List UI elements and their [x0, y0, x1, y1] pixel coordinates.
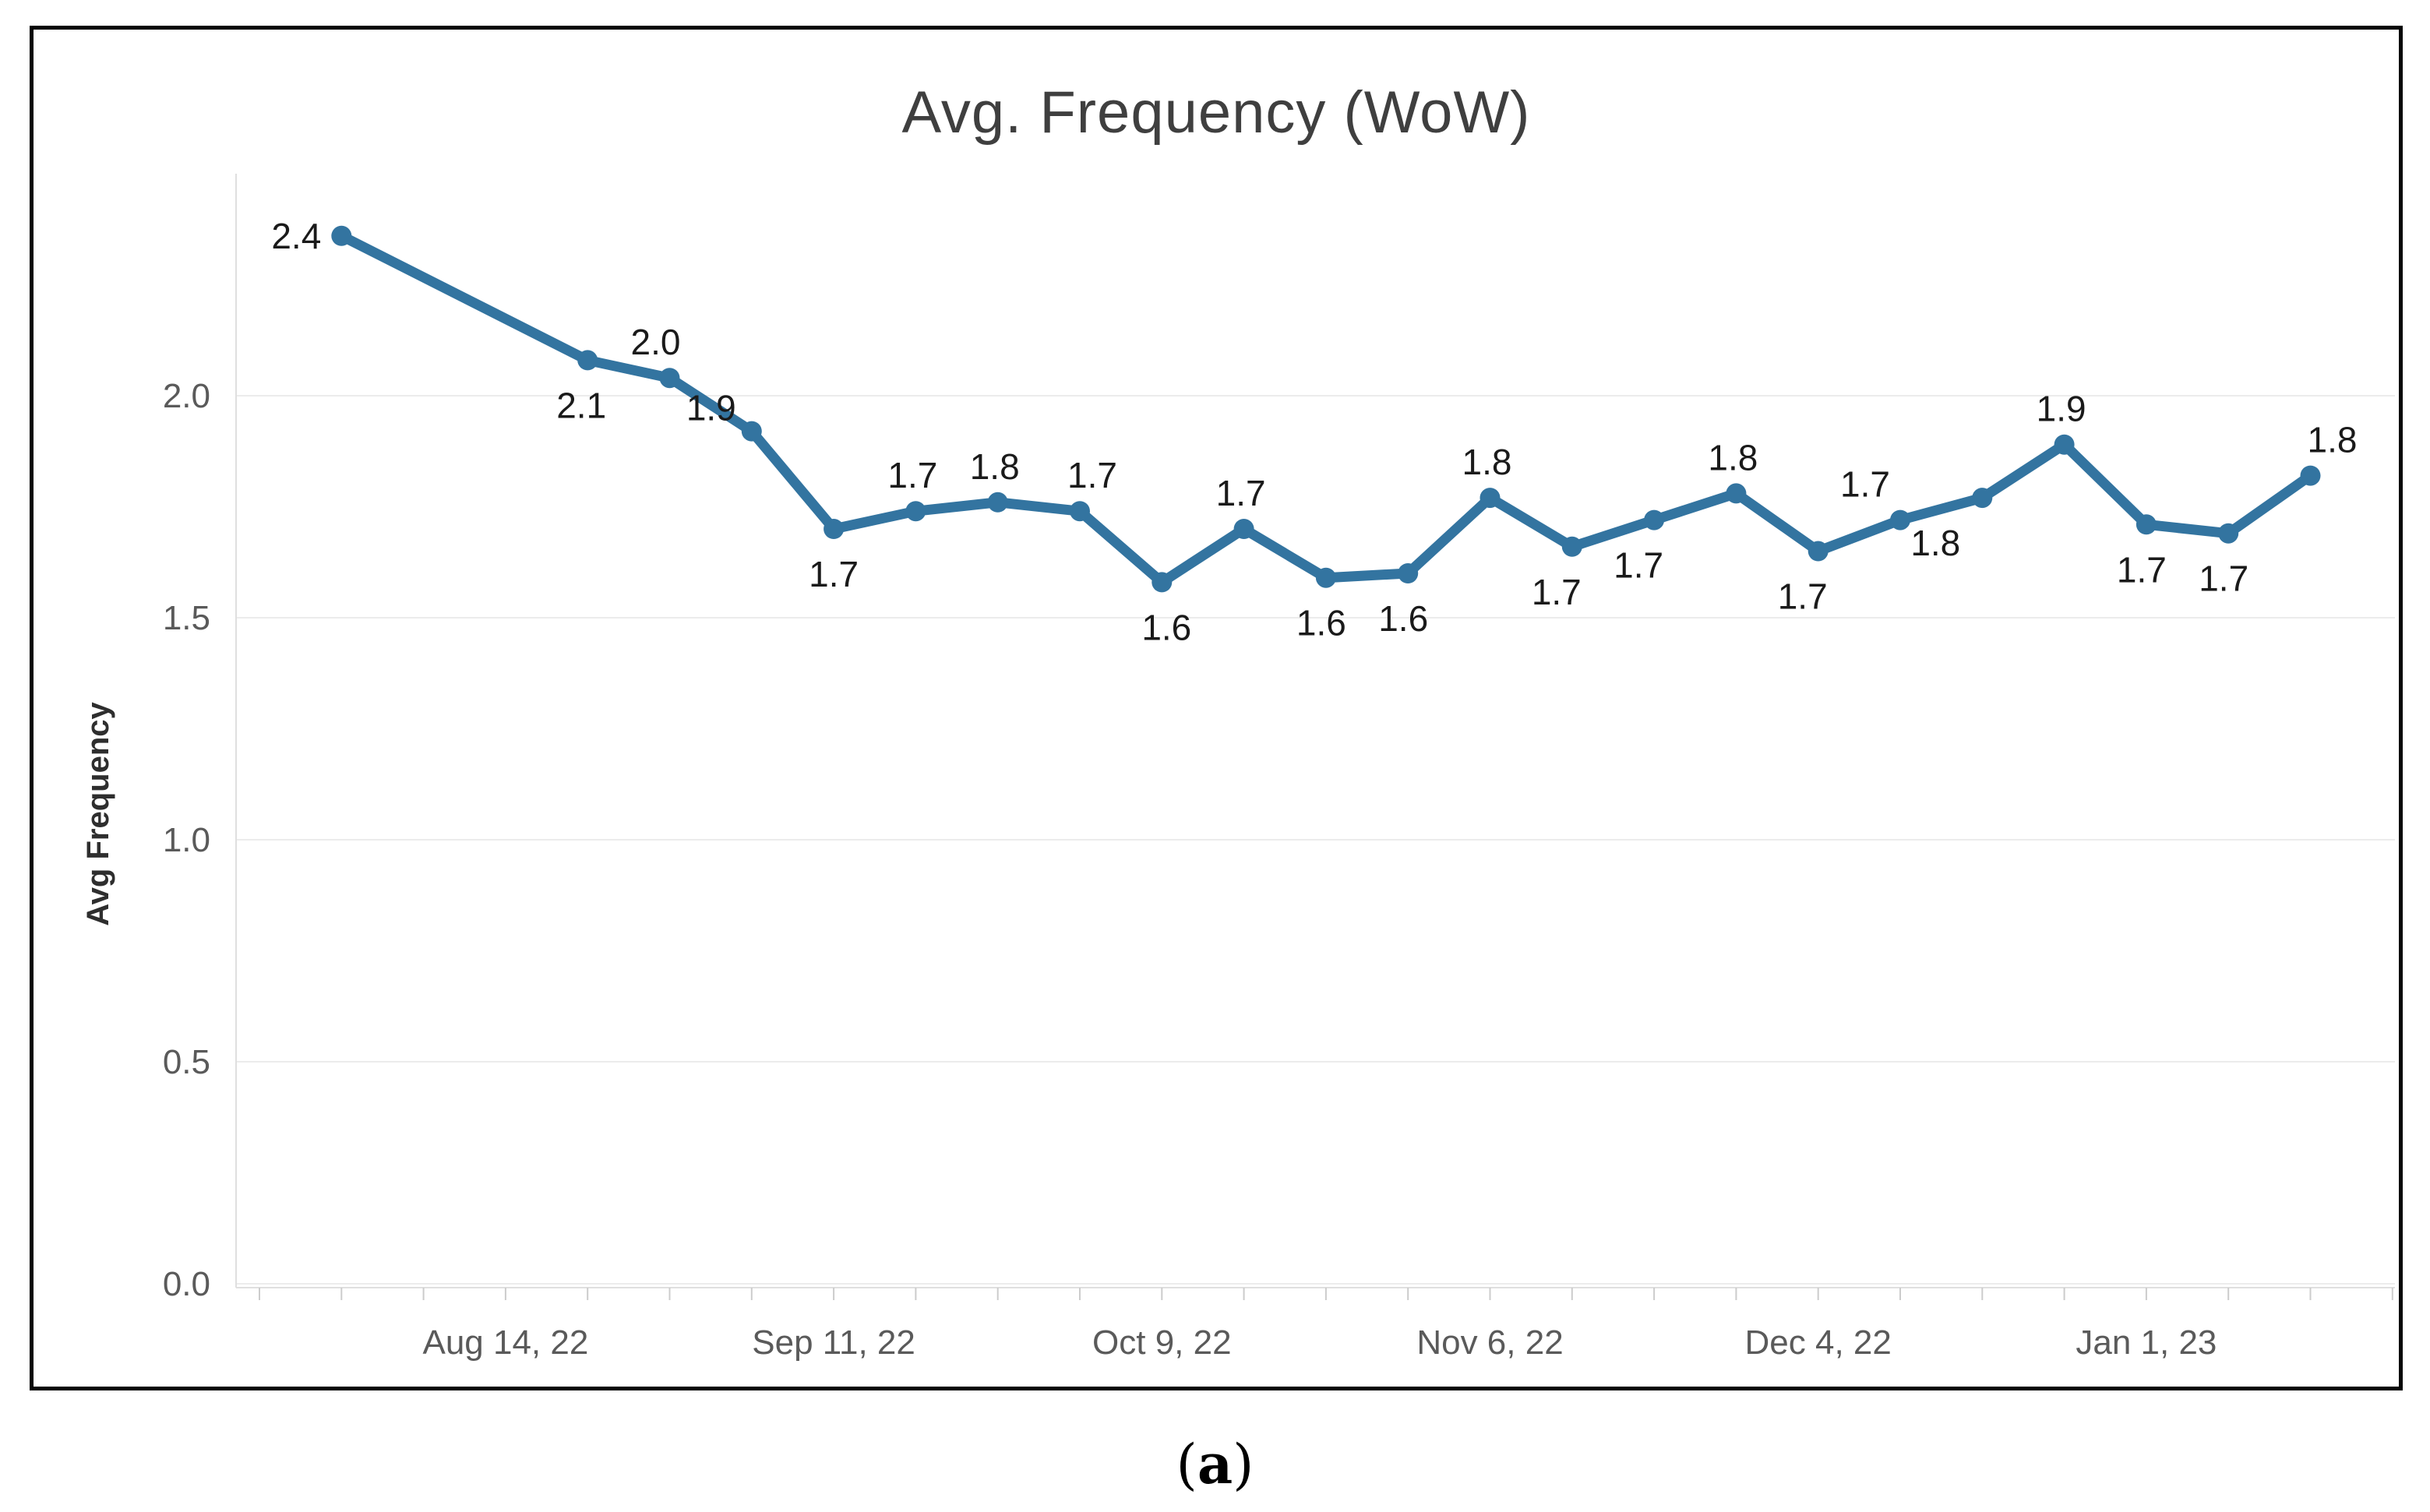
- data-point-label: 1.8: [1910, 523, 1960, 563]
- data-point-label: 1.8: [1462, 442, 1512, 482]
- data-point[interactable]: [1152, 572, 1173, 593]
- x-tick-label: Dec 4, 22: [1745, 1323, 1892, 1362]
- data-point-label: 1.7: [1067, 455, 1117, 495]
- data-point-label: 1.7: [1778, 576, 1828, 617]
- data-point[interactable]: [1890, 509, 1910, 530]
- data-point-label: 1.9: [686, 388, 736, 428]
- data-point[interactable]: [2218, 523, 2239, 544]
- data-point[interactable]: [1398, 563, 1419, 583]
- trend-line: [336, 231, 2315, 587]
- x-tick-label: Oct 9, 22: [1092, 1323, 1232, 1362]
- data-point[interactable]: [824, 519, 845, 539]
- data-point-label: 1.8: [1708, 437, 1758, 478]
- data-point[interactable]: [905, 501, 926, 522]
- data-point[interactable]: [659, 368, 680, 389]
- axis-layer: 0.0 0.5 1.0 1.5 2.0 Aug 14, 22 Sep 11, 22 Oct 9…: [163, 174, 2395, 1362]
- x-tick-label: Nov 6, 22: [1416, 1323, 1563, 1362]
- y-axis-title: Avg Frequency: [81, 702, 115, 926]
- y-tick-label: 1.0: [163, 821, 210, 859]
- caption-open-paren: (: [1176, 1433, 1197, 1496]
- data-point[interactable]: [2136, 514, 2157, 535]
- data-point-label: 1.6: [1378, 598, 1428, 639]
- data-point-label: 1.7: [2199, 559, 2248, 599]
- caption-close-paren: ): [1233, 1433, 1254, 1496]
- figure-caption: (a): [0, 1432, 2430, 1496]
- grid-layer: [236, 395, 2395, 1285]
- data-point[interactable]: [1561, 536, 1582, 557]
- data-point-label: 1.6: [1141, 607, 1191, 647]
- data-point[interactable]: [741, 421, 762, 442]
- data-point-label: 1.7: [2117, 549, 2167, 590]
- data-point-label: 1.7: [1532, 572, 1582, 612]
- x-tick-label: Aug 14, 22: [422, 1323, 588, 1362]
- y-tick-label: 1.5: [163, 599, 210, 637]
- y-tick-label: 2.0: [163, 377, 210, 415]
- caption-letter: a: [1197, 1432, 1233, 1496]
- data-point[interactable]: [577, 350, 598, 371]
- chart-frame: 0.0 0.5 1.0 1.5 2.0 Aug 14, 22 Sep 11, 22 Oct 9…: [30, 26, 2403, 1390]
- data-point[interactable]: [987, 492, 1008, 513]
- x-tick-label: Jan 1, 23: [2076, 1323, 2217, 1362]
- data-point[interactable]: [1972, 488, 1993, 509]
- line-chart: 0.0 0.5 1.0 1.5 2.0 Aug 14, 22 Sep 11, 22 Oct 9…: [81, 79, 2395, 1362]
- data-point-label: 1.7: [1614, 545, 1663, 586]
- data-point-label: 1.9: [2037, 389, 2086, 429]
- data-point-label: 1.8: [970, 446, 1020, 487]
- x-tick-label: Sep 11, 22: [752, 1323, 915, 1362]
- data-point[interactable]: [1480, 488, 1501, 509]
- label-layer: 2.42.12.01.91.71.7 1.8 1.71.61.71.6 1.61.81…: [271, 216, 2357, 648]
- data-point[interactable]: [1644, 509, 1665, 530]
- data-point[interactable]: [331, 225, 352, 246]
- data-point-label: 2.0: [631, 322, 681, 362]
- data-point-label: 2.1: [556, 385, 606, 425]
- y-tick-label: 0.0: [163, 1265, 210, 1303]
- data-point[interactable]: [1233, 519, 1254, 539]
- data-point[interactable]: [2300, 465, 2321, 486]
- data-point[interactable]: [1726, 483, 1747, 504]
- data-point-label: 2.4: [271, 216, 321, 256]
- data-point-label: 1.7: [1216, 473, 1266, 513]
- y-tick-label: 0.5: [163, 1043, 210, 1081]
- data-point[interactable]: [1070, 501, 1090, 522]
- data-point[interactable]: [1808, 541, 1829, 562]
- data-point[interactable]: [2054, 434, 2075, 455]
- data-point-label: 1.7: [809, 554, 859, 594]
- data-point-label: 1.8: [2308, 420, 2358, 460]
- data-point-label: 1.6: [1296, 603, 1346, 643]
- chart-title: Avg. Frequency (WoW): [902, 79, 1531, 146]
- data-point-label: 1.7: [887, 455, 937, 495]
- series-layer: [331, 225, 2321, 593]
- data-point[interactable]: [1315, 567, 1336, 588]
- data-point-label: 1.7: [1840, 464, 1890, 505]
